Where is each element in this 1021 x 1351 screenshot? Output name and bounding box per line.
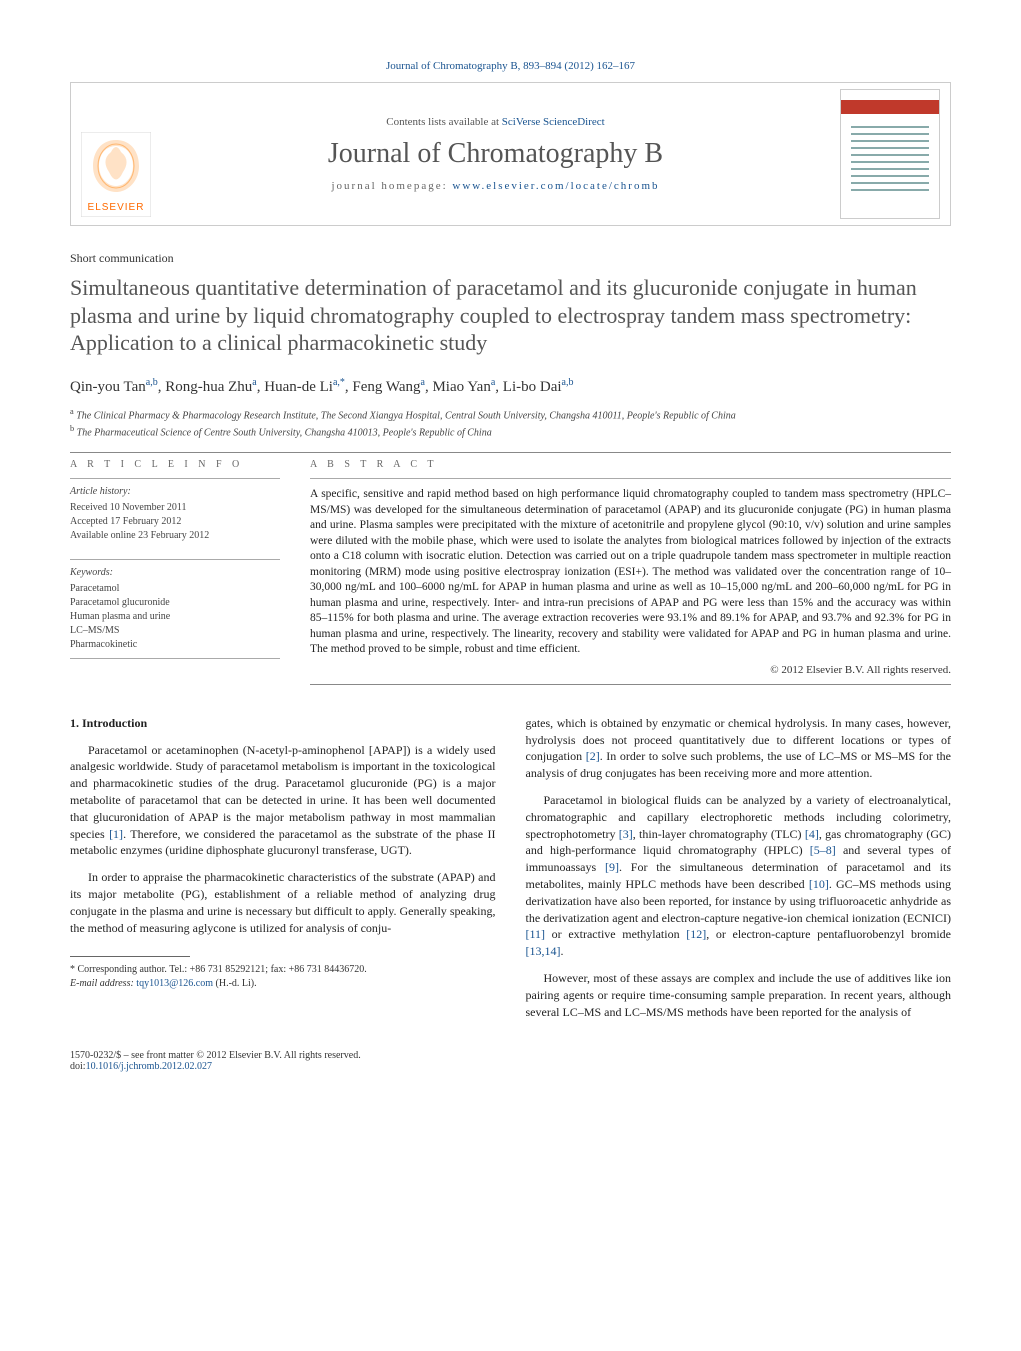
affiliation-item: b The Pharmaceutical Science of Centre S… <box>70 423 951 440</box>
paragraph-1: Paracetamol or acetaminophen (N-acetyl-p… <box>70 742 496 860</box>
journal-homepage-line: journal homepage: www.elsevier.com/locat… <box>169 180 822 192</box>
affiliations: a The Clinical Pharmacy & Pharmacology R… <box>70 406 951 441</box>
keyword-item: LC–MS/MS <box>70 624 280 638</box>
footnote-separator <box>70 956 190 957</box>
footnote-email-label: E-mail address: <box>70 978 136 989</box>
journal-homepage-link[interactable]: www.elsevier.com/locate/chromb <box>452 180 659 192</box>
history-online: Available online 23 February 2012 <box>70 529 280 543</box>
body-column-right: gates, which is obtained by enzymatic or… <box>526 715 952 1031</box>
article-title: Simultaneous quantitative determination … <box>70 274 951 357</box>
journal-header: ELSEVIER Contents lists available at Sci… <box>70 82 951 226</box>
footer-doi: doi:10.1016/j.jchromb.2012.02.027 <box>70 1061 361 1072</box>
body-column-left: 1. Introduction Paracetamol or acetamino… <box>70 715 496 1031</box>
history-label: Article history: <box>70 485 280 499</box>
footer-doi-link[interactable]: 10.1016/j.jchromb.2012.02.027 <box>86 1061 212 1072</box>
publisher-logo-cell: ELSEVIER <box>71 83 161 225</box>
journal-cover-thumbnail <box>840 89 940 219</box>
footnote-email-link[interactable]: tqy1013@126.com <box>136 978 213 989</box>
footer-copyright: 1570-0232/$ – see front matter © 2012 El… <box>70 1050 361 1061</box>
elsevier-logo: ELSEVIER <box>81 132 151 217</box>
abstract-copyright: © 2012 Elsevier B.V. All rights reserved… <box>310 664 951 676</box>
divider <box>70 452 951 453</box>
article-history: Article history: Received 10 November 20… <box>70 478 280 543</box>
keyword-item: Paracetamol <box>70 582 280 596</box>
article-info-column: A R T I C L E I N F O Article history: R… <box>70 459 280 685</box>
abstract-text: A specific, sensitive and rapid method b… <box>310 478 951 658</box>
keywords-label: Keywords: <box>70 566 280 580</box>
svg-text:ELSEVIER: ELSEVIER <box>88 202 145 213</box>
page-footer: 1570-0232/$ – see front matter © 2012 El… <box>70 1050 951 1072</box>
footnote-corr: * Corresponding author. Tel.: +86 731 85… <box>70 963 496 977</box>
affiliation-item: a The Clinical Pharmacy & Pharmacology R… <box>70 406 951 423</box>
footer-left: 1570-0232/$ – see front matter © 2012 El… <box>70 1050 361 1072</box>
top-citation: Journal of Chromatography B, 893–894 (20… <box>70 60 951 72</box>
section-1-heading: 1. Introduction <box>70 715 496 732</box>
footer-doi-prefix: doi: <box>70 1061 86 1072</box>
authors-list: Qin-you Tana,b, Rong-hua Zhua, Huan-de L… <box>70 377 951 396</box>
journal-header-middle: Contents lists available at SciVerse Sci… <box>161 83 830 225</box>
paragraph-4: Paracetamol in biological fluids can be … <box>526 792 952 960</box>
corresponding-author-footnote: * Corresponding author. Tel.: +86 731 85… <box>70 963 496 991</box>
article-type: Short communication <box>70 251 951 266</box>
history-accepted: Accepted 17 February 2012 <box>70 515 280 529</box>
keyword-item: Human plasma and urine <box>70 610 280 624</box>
journal-cover-cell <box>830 83 950 225</box>
paragraph-2: In order to appraise the pharmacokinetic… <box>70 869 496 936</box>
abstract-column: A B S T R A C T A specific, sensitive an… <box>310 459 951 685</box>
contents-available-line: Contents lists available at SciVerse Sci… <box>169 116 822 128</box>
abstract-heading: A B S T R A C T <box>310 459 951 470</box>
journal-name: Journal of Chromatography B <box>169 138 822 170</box>
top-citation-link[interactable]: Journal of Chromatography B, 893–894 (20… <box>386 60 635 72</box>
sciencedirect-link[interactable]: SciVerse ScienceDirect <box>502 116 605 128</box>
keyword-item: Paracetamol glucuronide <box>70 596 280 610</box>
paragraph-5: However, most of these assays are comple… <box>526 970 952 1020</box>
footnote-email-who: (H.-d. Li). <box>213 978 257 989</box>
history-received: Received 10 November 2011 <box>70 501 280 515</box>
footnote-email-line: E-mail address: tqy1013@126.com (H.-d. L… <box>70 977 496 991</box>
body-columns: 1. Introduction Paracetamol or acetamino… <box>70 715 951 1031</box>
abstract-bottom-rule <box>310 684 951 685</box>
paragraph-3: gates, which is obtained by enzymatic or… <box>526 715 952 782</box>
contents-prefix: Contents lists available at <box>386 116 501 128</box>
homepage-prefix: journal homepage: <box>331 180 452 192</box>
article-info-heading: A R T I C L E I N F O <box>70 459 280 470</box>
keyword-item: Pharmacokinetic <box>70 638 280 652</box>
article-meta-row: A R T I C L E I N F O Article history: R… <box>70 459 951 685</box>
keywords-block: Keywords: ParacetamolParacetamol glucuro… <box>70 559 280 659</box>
